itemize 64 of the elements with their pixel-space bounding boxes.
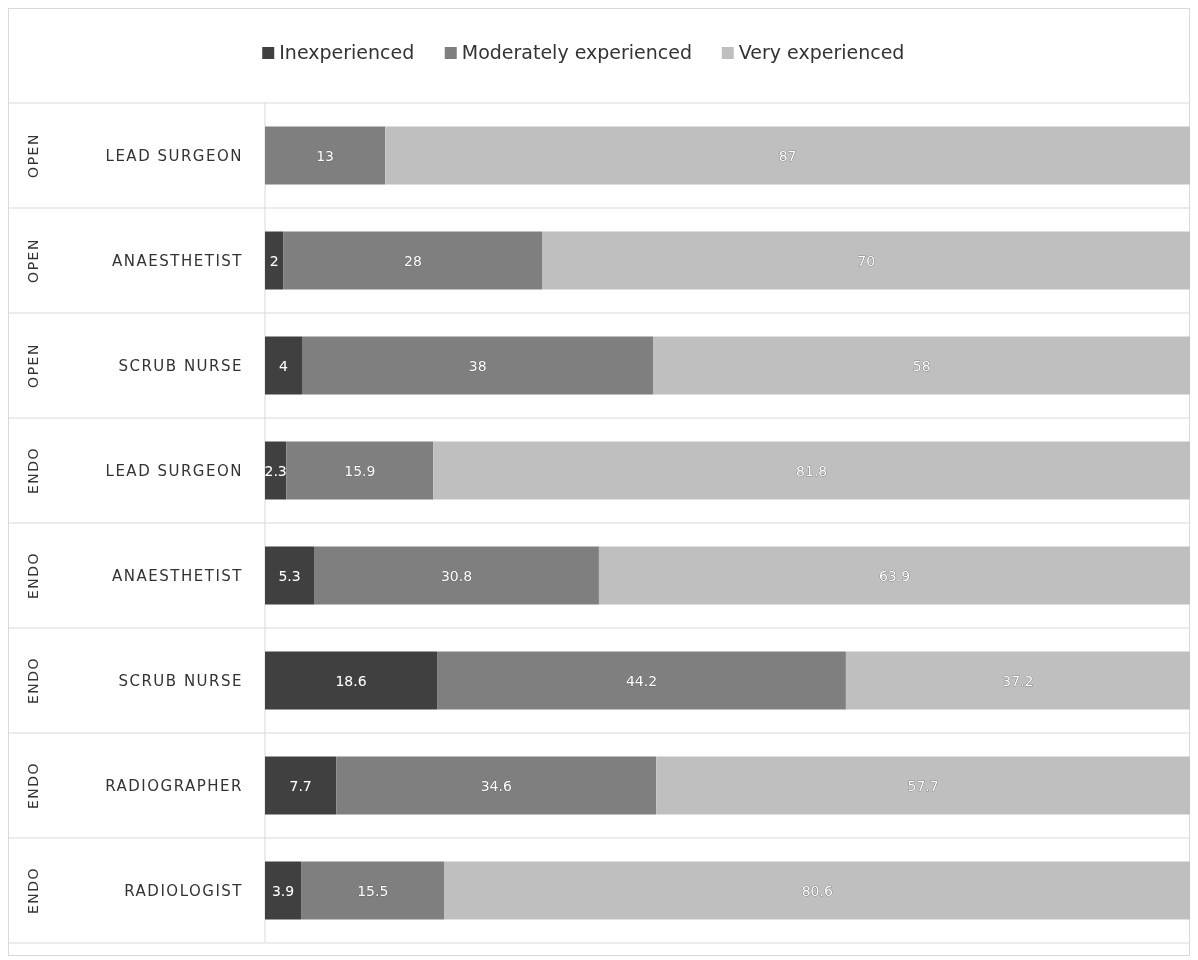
- text: ENDO: [25, 446, 41, 495]
- data-label: 58: [912, 357, 931, 374]
- data-label: 3.9: [271, 882, 295, 899]
- legend-label: Moderately experienced: [461, 41, 693, 63]
- data-label: 15.5: [357, 882, 389, 899]
- bar: [301, 861, 445, 920]
- text: ENDO: [25, 551, 41, 600]
- data-label: 44.2: [625, 672, 658, 689]
- bar: [542, 231, 1190, 290]
- bar: [385, 126, 1190, 185]
- bar: [265, 861, 302, 920]
- bar: [433, 441, 1190, 500]
- y-tick-label: ANAESTHETIST: [112, 566, 243, 585]
- data-label: 13: [316, 147, 335, 164]
- legend-label: Inexperienced: [279, 41, 415, 63]
- bar: [437, 651, 846, 710]
- text: OPEN: [25, 343, 41, 388]
- bar: [444, 861, 1190, 920]
- y-tick-label: RADIOLOGIST: [124, 881, 243, 900]
- data-label: 15.9: [344, 462, 376, 479]
- bar: [598, 546, 1190, 605]
- data-label: 4: [279, 357, 289, 374]
- bar: [336, 756, 657, 815]
- data-label: 80.6: [801, 882, 833, 899]
- y-tick-label: RADIOGRAPHER: [105, 776, 243, 795]
- data-label: 18.6: [335, 672, 367, 689]
- y-tick-label: SCRUB NURSE: [118, 356, 243, 375]
- data-label: 81.8: [796, 462, 828, 479]
- bar: [286, 441, 434, 500]
- text: ENDO: [25, 761, 41, 810]
- bar: [656, 756, 1190, 815]
- bar: [265, 546, 315, 605]
- data-label: 2.3: [264, 462, 287, 479]
- data-label: 37.2: [1002, 672, 1034, 689]
- text: ENDO: [25, 656, 41, 705]
- data-label: 5.3: [278, 567, 301, 584]
- bar: [265, 231, 284, 290]
- bar: [265, 651, 438, 710]
- data-label: 30.8: [440, 567, 473, 584]
- legend-label: Very experienced: [738, 41, 905, 63]
- bar: [265, 126, 386, 185]
- data-label: 2: [269, 252, 279, 269]
- y-tick-label: SCRUB NURSE: [118, 671, 243, 690]
- bar: [265, 756, 337, 815]
- data-label: 38: [468, 357, 487, 374]
- data-label: 28: [404, 252, 422, 269]
- data-label: 57.7: [907, 777, 939, 794]
- y-tick-label: LEAD SURGEON: [105, 461, 243, 480]
- bar: [653, 336, 1190, 395]
- data-label: 70: [857, 252, 876, 269]
- data-label: 87: [778, 147, 797, 164]
- bar: [845, 651, 1190, 710]
- text: OPEN: [25, 133, 41, 178]
- bar: [302, 336, 654, 395]
- bar: [283, 231, 543, 290]
- y-tick-label: ANAESTHETIST: [112, 251, 243, 270]
- text: OPEN: [25, 238, 41, 283]
- y-tick-label: LEAD SURGEON: [105, 146, 243, 165]
- bar: [314, 546, 599, 605]
- bar: [265, 336, 302, 395]
- data-label: 34.6: [480, 777, 512, 794]
- text: ENDO: [25, 866, 41, 915]
- data-label: 63.9: [878, 567, 911, 584]
- data-label: 7.7: [289, 777, 312, 794]
